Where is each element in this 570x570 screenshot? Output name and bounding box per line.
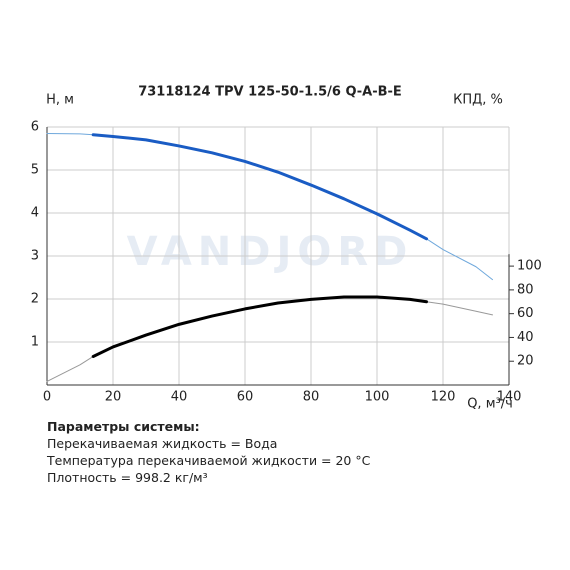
watermark: VANDJORD bbox=[127, 229, 414, 275]
y-tick-label: 6 bbox=[31, 120, 39, 135]
x-tick-label: 140 bbox=[497, 390, 522, 405]
x-tick-label: 60 bbox=[237, 390, 254, 405]
parameters-title: Параметры системы: bbox=[47, 419, 200, 434]
curve bbox=[91, 295, 428, 358]
chart: H, м КПД, % 73118124 TPV 125-50-1.5/6 Q-… bbox=[31, 85, 542, 411]
x-tick-label: 40 bbox=[171, 390, 188, 405]
y2-tick-label: 60 bbox=[517, 306, 534, 321]
curve bbox=[91, 133, 428, 241]
parameter-line: Перекачиваемая жидкость = Вода bbox=[47, 436, 278, 451]
y-tick-label: 4 bbox=[31, 206, 39, 221]
x-tick-label: 0 bbox=[43, 390, 51, 405]
y2-axis-label: КПД, % bbox=[453, 93, 503, 108]
x-tick-label: 120 bbox=[431, 390, 456, 405]
y2-tick-label: 20 bbox=[517, 354, 534, 369]
x-tick-label: 20 bbox=[105, 390, 122, 405]
parameter-line: Плотность = 998.2 кг/м³ bbox=[47, 470, 208, 485]
y-axis-label: H, м bbox=[46, 93, 74, 108]
y2-tick-label: 40 bbox=[517, 330, 534, 345]
y2-tick-label: 100 bbox=[517, 259, 542, 274]
parameters: Параметры системы: Перекачиваемая жидкос… bbox=[47, 418, 370, 486]
y-tick-label: 3 bbox=[31, 249, 39, 264]
x-tick-label: 100 bbox=[365, 390, 390, 405]
y-tick-label: 2 bbox=[31, 292, 39, 307]
y2-tick-label: 80 bbox=[517, 282, 534, 297]
x-tick-label: 80 bbox=[303, 390, 320, 405]
x-axis-label: Q, м³/ч bbox=[467, 397, 513, 411]
chart-title: 73118124 TPV 125-50-1.5/6 Q-A-B-E bbox=[138, 85, 402, 100]
parameter-line: Температура перекачиваемой жидкости = 20… bbox=[47, 453, 371, 468]
y-tick-label: 5 bbox=[31, 163, 39, 178]
curve bbox=[46, 296, 493, 382]
y-tick-label: 1 bbox=[31, 335, 39, 350]
